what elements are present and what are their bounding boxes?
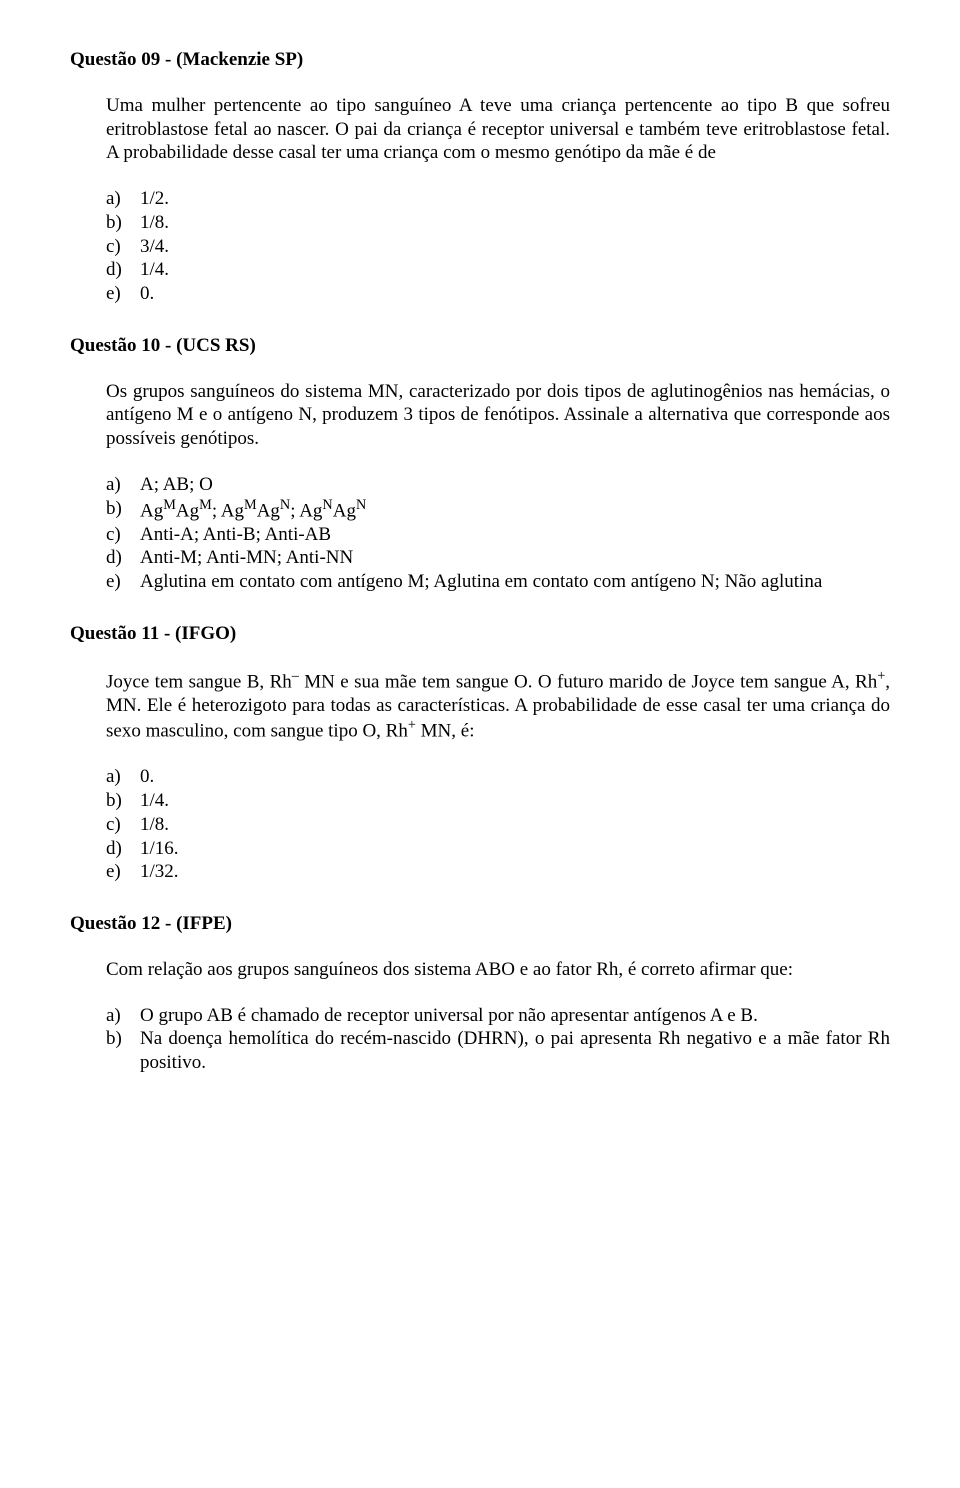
option-text: Na doença hemolítica do recém-nascido (D… — [140, 1027, 890, 1075]
option-letter: c) — [106, 523, 140, 547]
option-text: O grupo AB é chamado de receptor univers… — [140, 1004, 890, 1028]
question-12-title: Questão 12 - (IFPE) — [70, 912, 890, 936]
option-letter: b) — [106, 211, 140, 235]
option-c: c) Anti-A; Anti-B; Anti-AB — [106, 523, 890, 547]
option-c: c) 3/4. — [106, 235, 890, 259]
option-a: a) A; AB; O — [106, 473, 890, 497]
question-09-options: a) 1/2. b) 1/8. c) 3/4. d) 1/4. e) 0. — [106, 187, 890, 306]
question-09-body: Uma mulher pertencente ao tipo sanguíneo… — [106, 94, 890, 165]
option-b: b) 1/4. — [106, 789, 890, 813]
option-text: 3/4. — [140, 235, 890, 259]
option-b: b) AgMAgM; AgMAgN; AgNAgN — [106, 497, 890, 523]
option-letter: c) — [106, 235, 140, 259]
option-e: e) Aglutina em contato com antígeno M; A… — [106, 570, 890, 594]
option-d: d) 1/4. — [106, 258, 890, 282]
option-text: A; AB; O — [140, 473, 890, 497]
option-text: 1/2. — [140, 187, 890, 211]
question-11-options: a) 0. b) 1/4. c) 1/8. d) 1/16. e) 1/32. — [106, 765, 890, 884]
option-text: Aglutina em contato com antígeno M; Aglu… — [140, 570, 890, 594]
option-text: AgMAgM; AgMAgN; AgNAgN — [140, 497, 890, 523]
option-text: 1/8. — [140, 211, 890, 235]
option-text: 1/8. — [140, 813, 890, 837]
option-d: d) 1/16. — [106, 837, 890, 861]
option-text: 0. — [140, 282, 890, 306]
option-d: d) Anti-M; Anti-MN; Anti-NN — [106, 546, 890, 570]
question-11-body: Joyce tem sangue B, Rh– MN e sua mãe tem… — [106, 668, 890, 744]
option-a: a) 1/2. — [106, 187, 890, 211]
option-text: 1/4. — [140, 258, 890, 282]
question-10-title: Questão 10 - (UCS RS) — [70, 334, 890, 358]
option-c: c) 1/8. — [106, 813, 890, 837]
option-letter: d) — [106, 837, 140, 861]
option-letter: a) — [106, 187, 140, 211]
option-letter: b) — [106, 497, 140, 523]
option-text: 1/4. — [140, 789, 890, 813]
option-letter: e) — [106, 860, 140, 884]
question-11-title: Questão 11 - (IFGO) — [70, 622, 890, 646]
option-letter: a) — [106, 473, 140, 497]
question-10-options: a) A; AB; O b) AgMAgM; AgMAgN; AgNAgN c)… — [106, 473, 890, 594]
option-letter: e) — [106, 570, 140, 594]
option-letter: e) — [106, 282, 140, 306]
option-a: a) 0. — [106, 765, 890, 789]
option-b: b) Na doença hemolítica do recém-nascido… — [106, 1027, 890, 1075]
option-a: a) O grupo AB é chamado de receptor univ… — [106, 1004, 890, 1028]
question-12-body: Com relação aos grupos sanguíneos dos si… — [106, 958, 890, 982]
question-09-title: Questão 09 - (Mackenzie SP) — [70, 48, 890, 72]
question-10-body: Os grupos sanguíneos do sistema MN, cara… — [106, 380, 890, 451]
option-letter: d) — [106, 258, 140, 282]
option-text: 1/16. — [140, 837, 890, 861]
option-text: Anti-A; Anti-B; Anti-AB — [140, 523, 890, 547]
option-letter: d) — [106, 546, 140, 570]
question-12-options: a) O grupo AB é chamado de receptor univ… — [106, 1004, 890, 1075]
option-b: b) 1/8. — [106, 211, 890, 235]
option-letter: a) — [106, 765, 140, 789]
option-text: 1/32. — [140, 860, 890, 884]
option-text: 0. — [140, 765, 890, 789]
option-text: Anti-M; Anti-MN; Anti-NN — [140, 546, 890, 570]
option-letter: a) — [106, 1004, 140, 1028]
option-letter: b) — [106, 1027, 140, 1075]
option-letter: c) — [106, 813, 140, 837]
option-e: e) 1/32. — [106, 860, 890, 884]
option-e: e) 0. — [106, 282, 890, 306]
option-letter: b) — [106, 789, 140, 813]
